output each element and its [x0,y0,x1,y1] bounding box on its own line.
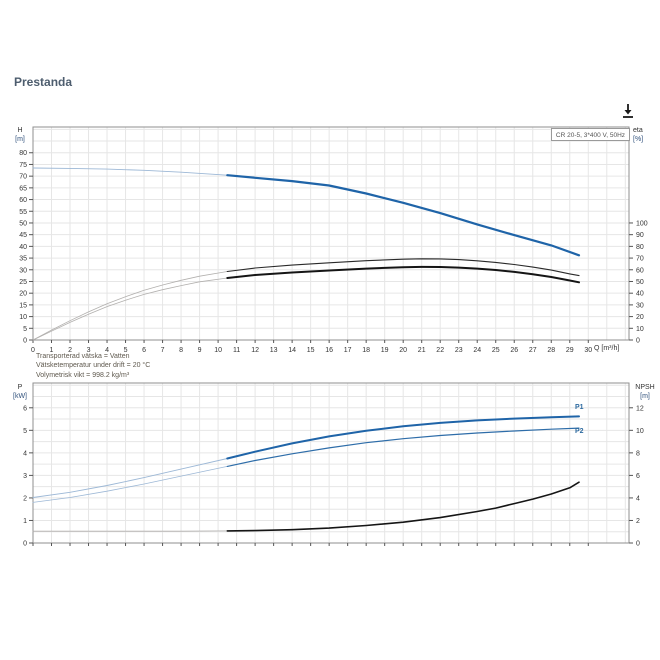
svg-text:4: 4 [23,450,27,457]
axis-label-power: P [kW] [13,384,27,400]
svg-text:15: 15 [19,302,27,309]
svg-text:75: 75 [19,162,27,169]
axis-label-flow: Q [m³/h] [594,345,620,352]
svg-text:19: 19 [381,347,389,354]
svg-text:5: 5 [23,326,27,333]
svg-text:55: 55 [19,209,27,216]
condition-liquid: Transporterad vätska = Vatten [36,353,130,360]
svg-text:0: 0 [23,541,27,548]
svg-text:90: 90 [636,232,644,239]
svg-text:8: 8 [179,347,183,354]
svg-text:40: 40 [636,291,644,298]
svg-text:50: 50 [19,220,27,227]
svg-text:45: 45 [19,232,27,239]
svg-text:27: 27 [529,347,537,354]
curve-label-p2: P2 [575,428,584,435]
condition-temperature: Vätsketemperatur under drift = 20 °C [36,362,151,370]
svg-text:30: 30 [584,347,592,354]
svg-text:30: 30 [19,267,27,274]
svg-text:0: 0 [23,338,27,345]
pump-type-label: CR 20-5, 3*400 V, 50Hz [551,128,630,141]
svg-text:65: 65 [19,185,27,192]
axis-label-eta: eta [%] [633,127,644,143]
svg-text:7: 7 [161,347,165,354]
svg-text:10: 10 [636,326,644,333]
curve-label-p1: P1 [575,404,584,411]
page-title: Prestanda [14,75,73,89]
svg-text:20: 20 [19,291,27,298]
svg-text:26: 26 [510,347,518,354]
svg-text:60: 60 [19,197,27,204]
svg-text:10: 10 [19,314,27,321]
svg-text:1: 1 [50,347,54,354]
svg-text:5: 5 [124,347,128,354]
svg-text:22: 22 [436,347,444,354]
svg-text:25: 25 [19,279,27,286]
svg-text:28: 28 [547,347,555,354]
download-icon[interactable] [620,102,636,120]
svg-text:80: 80 [636,244,644,251]
svg-text:40: 40 [19,244,27,251]
svg-text:11: 11 [233,347,240,354]
svg-text:10: 10 [214,347,222,354]
operating-conditions: Transporterad vätska = Vatten Vätsketemp… [36,352,150,380]
svg-text:0: 0 [31,347,35,354]
svg-text:3: 3 [87,347,91,354]
svg-text:9: 9 [198,347,202,354]
svg-text:0: 0 [636,338,640,345]
svg-text:30: 30 [636,302,644,309]
svg-text:4: 4 [636,495,640,502]
axis-label-npsh: NPSH [m] [635,384,655,400]
svg-text:10: 10 [636,428,644,435]
svg-text:2: 2 [23,495,27,502]
svg-text:6: 6 [23,405,27,412]
svg-text:35: 35 [19,256,27,263]
svg-text:6: 6 [636,473,640,480]
svg-text:8: 8 [636,450,640,457]
svg-text:13: 13 [270,347,278,354]
svg-text:60: 60 [636,267,644,274]
svg-text:29: 29 [566,347,574,354]
svg-text:0: 0 [636,541,640,548]
svg-text:70: 70 [636,256,644,263]
axis-label-head: H [m] [15,127,25,143]
svg-text:70: 70 [19,174,27,181]
svg-text:21: 21 [418,347,426,354]
svg-text:20: 20 [636,314,644,321]
svg-text:100: 100 [636,220,648,227]
svg-text:14: 14 [288,347,296,354]
svg-text:6: 6 [142,347,146,354]
svg-text:23: 23 [455,347,463,354]
svg-text:17: 17 [344,347,352,354]
condition-density: Volymetrisk vikt = 998.2 kg/m³ [36,371,130,379]
svg-text:3: 3 [23,473,27,480]
svg-text:2: 2 [636,518,640,525]
svg-text:16: 16 [325,347,333,354]
svg-text:5: 5 [23,428,27,435]
svg-text:12: 12 [251,347,259,354]
svg-text:1: 1 [23,518,27,525]
svg-text:2: 2 [68,347,72,354]
svg-text:12: 12 [636,405,644,412]
svg-text:4: 4 [105,347,109,354]
svg-text:25: 25 [492,347,500,354]
svg-text:18: 18 [362,347,370,354]
svg-text:80: 80 [19,150,27,157]
svg-text:50: 50 [636,279,644,286]
svg-text:24: 24 [473,347,481,354]
svg-text:15: 15 [307,347,315,354]
svg-text:20: 20 [399,347,407,354]
